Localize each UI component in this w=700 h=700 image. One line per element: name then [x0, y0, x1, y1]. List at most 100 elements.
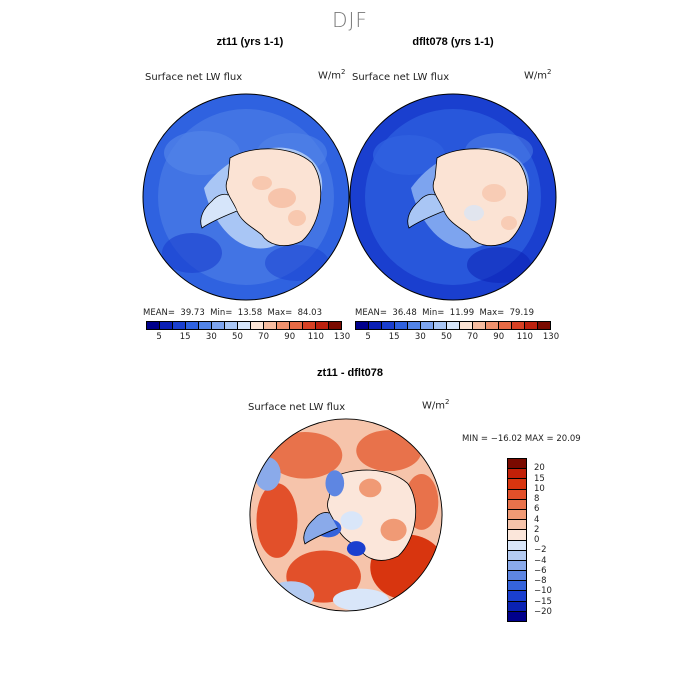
colorbar-swatch: [447, 322, 460, 329]
colorbar-swatch: [251, 322, 264, 329]
colorbar-swatch: [508, 509, 526, 521]
diff-map: [249, 418, 443, 612]
colorbar-swatch: [508, 571, 526, 582]
colorbar-swatch: [508, 469, 526, 480]
colorbar-swatch: [486, 322, 499, 329]
colorbar-swatch: [473, 322, 486, 329]
colorbar-swatch: [382, 322, 395, 329]
colorbar-tick-label: 0: [534, 535, 540, 545]
colorbar-tick-label: 5: [365, 332, 371, 342]
panel1-colorbar-ticks: 5 15 30 50 70 90 110 130: [146, 332, 350, 344]
panel1-map: [142, 93, 350, 301]
colorbar-tick-label: 15: [179, 332, 191, 342]
colorbar-tick-label: 10: [534, 483, 545, 494]
colorbar-swatch: [421, 322, 434, 329]
panel1-variable-label: Surface net LW flux: [145, 72, 243, 83]
colorbar-swatch: [199, 322, 212, 329]
colorbar-swatch: [460, 322, 473, 329]
colorbar-swatch: [508, 581, 526, 592]
panel2-title: dflt078 (yrs 1-1): [412, 36, 494, 48]
colorbar-swatch: [369, 322, 382, 329]
diff-variable-label: Surface net LW flux: [248, 402, 346, 413]
colorbar-swatch: [512, 322, 525, 329]
colorbar-tick-label: 50: [232, 332, 243, 342]
colorbar-tick-label: 90: [284, 332, 296, 342]
colorbar-tick-label: 2: [534, 524, 540, 535]
colorbar-swatch: [186, 322, 199, 329]
colorbar-tick-label: 110: [516, 332, 533, 342]
colorbar-tick-label: 70: [258, 332, 270, 342]
panel2-variable-label: Surface net LW flux: [352, 72, 450, 83]
colorbar-tick-label: −4: [534, 555, 547, 566]
colorbar-swatch: [329, 322, 341, 329]
colorbar-swatch: [508, 489, 526, 500]
colorbar-swatch: [508, 499, 526, 510]
season-title: DJF: [332, 8, 368, 32]
colorbar-swatch: [508, 611, 526, 621]
colorbar-tick-label: 4: [534, 514, 540, 525]
colorbar-swatch: [160, 322, 173, 329]
colorbar-tick-label: −10: [534, 586, 552, 597]
panel1-colorbar: [146, 321, 342, 330]
colorbar-swatch: [316, 322, 329, 329]
colorbar-swatch: [264, 322, 277, 329]
colorbar-swatch: [538, 322, 550, 329]
colorbar-swatch: [290, 322, 303, 329]
colorbar-tick-label: 5: [156, 332, 162, 342]
colorbar-swatch: [508, 591, 526, 602]
colorbar-tick-label: 15: [388, 332, 400, 342]
colorbar-tick-label: 110: [307, 332, 324, 342]
panel1-stats: MEAN= 39.73 Min= 13.58 Max= 84.03: [143, 308, 322, 318]
diff-colorbar-ticks: 20 15 10 8 6 4 2 0 −2 −4 −6 −8 −10 −15 −20: [534, 458, 574, 622]
colorbar-tick-label: −20: [534, 606, 552, 617]
colorbar-tick-label: 130: [542, 332, 560, 342]
diff-colorbar: [507, 458, 527, 622]
colorbar-swatch: [508, 479, 526, 490]
colorbar-swatch: [499, 322, 512, 329]
colorbar-swatch: [508, 601, 526, 612]
colorbar-swatch: [508, 530, 526, 541]
colorbar-swatch: [508, 459, 526, 470]
panel2-colorbar-ticks: 5 15 30 50 70 90 110 130: [355, 332, 559, 344]
panel1-title: zt11 (yrs 1-1): [216, 36, 284, 48]
colorbar-swatch: [238, 322, 251, 329]
colorbar-tick-label: 6: [534, 504, 540, 515]
colorbar-tick-label: 20: [534, 463, 545, 474]
colorbar-tick-label: −8: [534, 576, 547, 586]
colorbar-swatch: [395, 322, 408, 329]
colorbar-swatch: [508, 550, 526, 561]
panel2-colorbar: [355, 321, 551, 330]
panel2-peninsula: [407, 193, 445, 229]
colorbar-swatch: [147, 322, 160, 329]
colorbar-swatch: [508, 520, 526, 531]
panel1-units: W/m2: [318, 68, 346, 82]
diff-minmax: MIN = −16.02 MAX = 20.09: [462, 434, 581, 444]
colorbar-tick-label: −15: [534, 596, 552, 607]
colorbar-tick-label: 50: [441, 332, 452, 342]
colorbar-swatch: [508, 560, 526, 572]
panel2-stats: MEAN= 36.48 Min= 11.99 Max= 79.19: [355, 308, 534, 318]
colorbar-swatch: [225, 322, 238, 329]
colorbar-tick-label: 130: [333, 332, 351, 342]
colorbar-tick-label: 8: [534, 494, 540, 504]
colorbar-tick-label: −6: [534, 565, 547, 576]
colorbar-swatch: [303, 322, 316, 329]
colorbar-tick-label: 90: [493, 332, 505, 342]
colorbar-tick-label: 30: [205, 332, 217, 342]
colorbar-swatch: [525, 322, 538, 329]
colorbar-swatch: [434, 322, 447, 329]
panel1-peninsula: [200, 193, 238, 229]
colorbar-swatch: [173, 322, 186, 329]
diff-units: W/m2: [422, 398, 450, 412]
panel2-map: [349, 93, 557, 301]
colorbar-tick-label: 70: [467, 332, 479, 342]
colorbar-tick-label: −2: [534, 545, 547, 556]
colorbar-swatch: [356, 322, 369, 329]
diff-title: zt11 - dflt078: [316, 367, 384, 379]
panel2-units: W/m2: [524, 68, 552, 82]
colorbar-swatch: [277, 322, 290, 329]
colorbar-swatch: [212, 322, 225, 329]
colorbar-swatch: [408, 322, 421, 329]
colorbar-tick-label: 15: [534, 473, 545, 484]
colorbar-tick-label: 30: [414, 332, 426, 342]
